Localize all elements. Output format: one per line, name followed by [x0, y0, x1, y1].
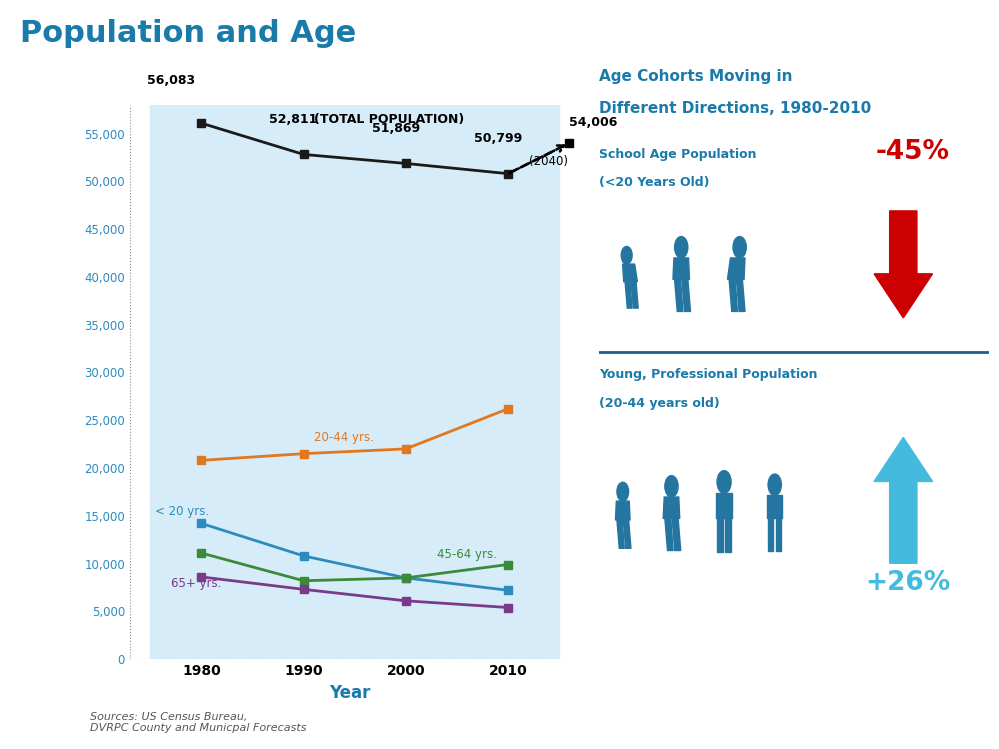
- Polygon shape: [682, 279, 690, 312]
- Text: Sources: US Census Bureau,
DVRPC County and Municpal Forecasts: Sources: US Census Bureau, DVRPC County …: [90, 712, 307, 733]
- Text: 20-44 yrs.: 20-44 yrs.: [314, 431, 374, 444]
- Polygon shape: [776, 518, 781, 551]
- Polygon shape: [663, 497, 679, 518]
- Polygon shape: [729, 279, 737, 312]
- Text: < 20 yrs.: < 20 yrs.: [156, 505, 210, 518]
- Polygon shape: [673, 258, 689, 279]
- Polygon shape: [717, 518, 722, 551]
- Text: +26%: +26%: [865, 569, 950, 595]
- Circle shape: [768, 474, 781, 495]
- Polygon shape: [617, 520, 624, 548]
- Text: Population and Age: Population and Age: [20, 19, 357, 48]
- Polygon shape: [672, 518, 680, 551]
- Polygon shape: [622, 264, 637, 282]
- Polygon shape: [674, 279, 683, 312]
- Bar: [355, 105, 457, 659]
- Text: (2040): (2040): [528, 154, 567, 168]
- Polygon shape: [615, 501, 630, 520]
- Polygon shape: [631, 282, 638, 308]
- Polygon shape: [768, 518, 773, 551]
- Polygon shape: [623, 520, 631, 548]
- Text: 50,799: 50,799: [474, 132, 522, 145]
- X-axis label: Year: Year: [329, 684, 371, 702]
- Bar: [150, 105, 253, 659]
- Polygon shape: [625, 282, 632, 308]
- Polygon shape: [736, 279, 745, 312]
- Bar: [253, 105, 355, 659]
- Polygon shape: [665, 518, 673, 551]
- Text: 51,869: 51,869: [372, 122, 420, 135]
- Bar: [457, 105, 559, 659]
- Polygon shape: [725, 518, 731, 551]
- FancyArrow shape: [874, 211, 932, 318]
- Text: 52,811: 52,811: [270, 113, 318, 126]
- Circle shape: [665, 476, 678, 497]
- Text: (TOTAL POPULATION): (TOTAL POPULATION): [314, 112, 465, 126]
- Text: (<20 Years Old): (<20 Years Old): [599, 176, 710, 189]
- Text: -45%: -45%: [876, 139, 950, 165]
- Circle shape: [621, 246, 632, 264]
- Polygon shape: [716, 494, 732, 518]
- FancyArrow shape: [874, 437, 932, 563]
- Polygon shape: [767, 495, 782, 518]
- Circle shape: [717, 470, 731, 494]
- Text: 54,006: 54,006: [569, 116, 617, 129]
- Polygon shape: [727, 258, 745, 279]
- Text: 45-64 yrs.: 45-64 yrs.: [437, 548, 497, 561]
- Circle shape: [674, 237, 688, 258]
- Text: 56,083: 56,083: [147, 74, 195, 87]
- Text: Young, Professional Population: Young, Professional Population: [599, 369, 818, 381]
- Circle shape: [733, 237, 746, 258]
- Text: Age Cohorts Moving in: Age Cohorts Moving in: [599, 70, 793, 85]
- Text: Different Directions, 1980-2010: Different Directions, 1980-2010: [599, 101, 872, 116]
- Circle shape: [617, 482, 628, 501]
- Text: (20-44 years old): (20-44 years old): [599, 396, 720, 410]
- Text: 65+ yrs.: 65+ yrs.: [171, 577, 221, 590]
- Text: School Age Population: School Age Population: [599, 148, 757, 161]
